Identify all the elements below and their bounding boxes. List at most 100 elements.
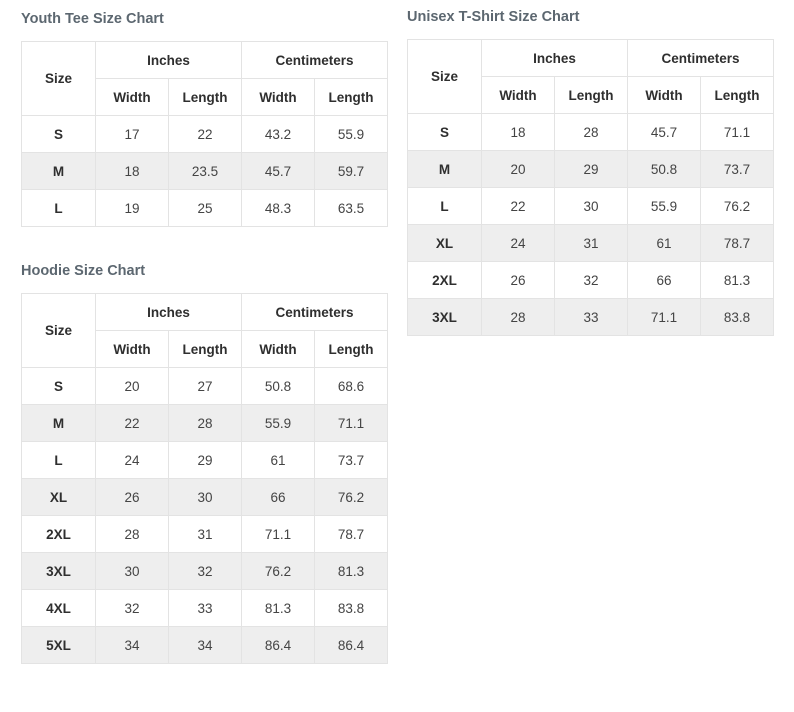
table-row: XL 24 31 61 78.7 (407, 224, 774, 262)
width-header: Width (627, 76, 701, 114)
size-cell: M (407, 150, 482, 188)
length-cm-cell: 76.2 (700, 187, 774, 225)
size-header: Size (21, 293, 96, 368)
length-header: Length (168, 78, 242, 116)
table-row: S 20 27 50.8 68.6 (21, 367, 388, 405)
centimeters-header: Centimeters (627, 39, 774, 77)
width-cm-cell: 43.2 (241, 115, 315, 153)
width-in-cell: 20 (481, 150, 555, 188)
length-cm-cell: 83.8 (700, 298, 774, 336)
width-in-cell: 34 (95, 626, 169, 664)
length-header: Length (700, 76, 774, 114)
length-cm-cell: 83.8 (314, 589, 388, 627)
width-in-cell: 32 (95, 589, 169, 627)
length-cm-cell: 73.7 (314, 441, 388, 479)
hoodie-size-chart: Hoodie Size Chart Size Inches Centimeters Wi… (21, 261, 388, 664)
size-cell: L (407, 187, 482, 225)
table-row: XL 26 30 66 76.2 (21, 478, 388, 516)
chart-title: Youth Tee Size Chart (21, 11, 164, 27)
length-cm-cell: 59.7 (314, 152, 388, 190)
table-row: L 22 30 55.9 76.2 (407, 187, 774, 225)
inches-header: Inches (95, 41, 242, 79)
size-cell: S (407, 113, 482, 151)
table-row: L 24 29 61 73.7 (21, 441, 388, 479)
table-row: L 19 25 48.3 63.5 (21, 189, 388, 227)
table-row: 2XL 28 31 71.1 78.7 (21, 515, 388, 553)
width-cm-cell: 66 (627, 261, 701, 299)
table-row: M 20 29 50.8 73.7 (407, 150, 774, 188)
size-table: Size Inches Centimeters Width Length Width Len… (407, 39, 774, 336)
length-cm-cell: 63.5 (314, 189, 388, 227)
header-row-groups: Size Inches Centimeters (21, 293, 388, 368)
length-in-cell: 32 (554, 261, 628, 299)
size-cell: 2XL (21, 515, 96, 553)
size-cell: M (21, 152, 96, 190)
size-cell: 2XL (407, 261, 482, 299)
size-table: Size Inches Centimeters Width Length Width Len… (21, 293, 388, 664)
length-in-cell: 25 (168, 189, 242, 227)
width-in-cell: 24 (95, 441, 169, 479)
length-in-cell: 27 (168, 367, 242, 405)
size-cell: 5XL (21, 626, 96, 664)
centimeters-header: Centimeters (241, 41, 388, 79)
header-row-dimensions: Width Length Width Length (22, 330, 388, 368)
length-in-cell: 28 (554, 113, 628, 151)
length-in-cell: 31 (168, 515, 242, 553)
size-cell: S (21, 115, 96, 153)
inches-header: Inches (481, 39, 628, 77)
length-in-cell: 30 (554, 187, 628, 225)
width-in-cell: 30 (95, 552, 169, 590)
width-cm-cell: 61 (627, 224, 701, 262)
table-row: 2XL 26 32 66 81.3 (407, 261, 774, 299)
length-cm-cell: 68.6 (314, 367, 388, 405)
length-cm-cell: 76.2 (314, 478, 388, 516)
length-in-cell: 23.5 (168, 152, 242, 190)
size-cell: S (21, 367, 96, 405)
width-header: Width (241, 78, 315, 116)
centimeters-header: Centimeters (241, 293, 388, 331)
table-row: 3XL 28 33 71.1 83.8 (407, 298, 774, 336)
size-cell: XL (407, 224, 482, 262)
size-table: Size Inches Centimeters Width Length Width Len… (21, 41, 388, 227)
width-header: Width (481, 76, 555, 114)
length-cm-cell: 55.9 (314, 115, 388, 153)
width-in-cell: 28 (481, 298, 555, 336)
length-header: Length (314, 330, 388, 368)
width-cm-cell: 48.3 (241, 189, 315, 227)
header-row-dimensions: Width Length Width Length (408, 76, 774, 114)
size-cell: 4XL (21, 589, 96, 627)
table-row: S 17 22 43.2 55.9 (21, 115, 388, 153)
width-cm-cell: 76.2 (241, 552, 315, 590)
length-in-cell: 34 (168, 626, 242, 664)
size-cell: L (21, 441, 96, 479)
width-in-cell: 26 (481, 261, 555, 299)
width-cm-cell: 50.8 (241, 367, 315, 405)
length-in-cell: 33 (168, 589, 242, 627)
width-in-cell: 22 (481, 187, 555, 225)
width-in-cell: 17 (95, 115, 169, 153)
length-cm-cell: 71.1 (314, 404, 388, 442)
width-in-cell: 18 (481, 113, 555, 151)
length-cm-cell: 73.7 (700, 150, 774, 188)
table-row: S 18 28 45.7 71.1 (407, 113, 774, 151)
length-in-cell: 32 (168, 552, 242, 590)
width-cm-cell: 55.9 (241, 404, 315, 442)
length-header: Length (314, 78, 388, 116)
length-cm-cell: 71.1 (700, 113, 774, 151)
length-in-cell: 30 (168, 478, 242, 516)
table-row: 3XL 30 32 76.2 81.3 (21, 552, 388, 590)
size-cell: XL (21, 478, 96, 516)
length-in-cell: 31 (554, 224, 628, 262)
width-in-cell: 22 (95, 404, 169, 442)
length-in-cell: 33 (554, 298, 628, 336)
width-in-cell: 20 (95, 367, 169, 405)
size-cell: 3XL (407, 298, 482, 336)
width-in-cell: 19 (95, 189, 169, 227)
width-cm-cell: 71.1 (627, 298, 701, 336)
width-cm-cell: 81.3 (241, 589, 315, 627)
inches-header: Inches (95, 293, 242, 331)
length-in-cell: 29 (554, 150, 628, 188)
length-in-cell: 22 (168, 115, 242, 153)
width-in-cell: 26 (95, 478, 169, 516)
width-in-cell: 28 (95, 515, 169, 553)
